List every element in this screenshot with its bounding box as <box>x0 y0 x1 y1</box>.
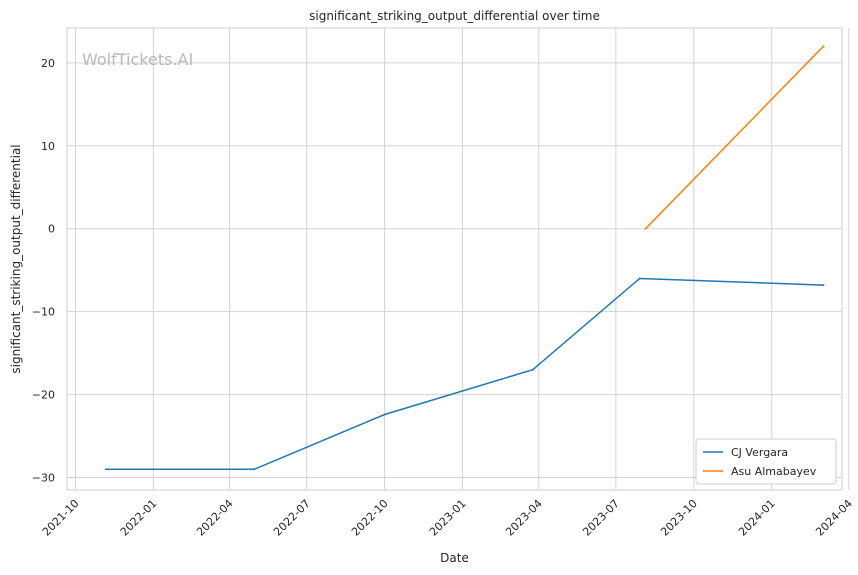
plot-area <box>66 27 843 491</box>
y-tick-label: −30 <box>32 472 55 485</box>
x-tick-label: 2022-07 <box>271 497 313 539</box>
series-line <box>644 45 825 230</box>
data-point <box>638 277 641 280</box>
data-point <box>822 284 825 287</box>
x-tick-label: 2023-01 <box>427 497 469 539</box>
watermark: WolfTickets.AI <box>82 50 193 69</box>
x-tick-label: 2023-04 <box>503 497 545 539</box>
x-tick-label: 2024-04 <box>813 497 855 539</box>
x-tick-label: 2024-01 <box>736 497 778 539</box>
x-tick-label: 2022-04 <box>194 497 236 539</box>
grid <box>67 28 850 490</box>
data-point <box>253 468 256 471</box>
data-point <box>644 227 647 230</box>
x-tick-label: 2022-01 <box>118 497 160 539</box>
chart-title: significant_striking_output_differential… <box>309 9 600 23</box>
data-point <box>383 413 386 416</box>
data-point <box>822 45 825 48</box>
y-tick-label: −10 <box>32 306 55 319</box>
x-tick-label: 2021-10 <box>40 497 82 539</box>
data-point <box>105 468 107 471</box>
legend-label: CJ Vergara <box>731 446 788 459</box>
series-line <box>105 277 825 471</box>
legend: CJ Vergara Asu Almabayev <box>695 438 837 485</box>
y-tick-label: 0 <box>48 223 55 236</box>
x-tick-label: 2022-10 <box>349 497 391 539</box>
x-tick-label: 2023-10 <box>658 497 700 539</box>
y-tick-label: 20 <box>41 57 55 70</box>
y-tick-label: −20 <box>32 389 55 402</box>
y-tick-label: 10 <box>41 140 55 153</box>
x-axis-title: Date <box>440 551 469 565</box>
legend-label: Asu Almabayev <box>731 465 817 478</box>
x-tick-label: 2023-07 <box>580 497 622 539</box>
y-axis-title: significant_striking_output_differential <box>9 144 23 373</box>
legend-box <box>695 438 837 485</box>
series-lines <box>105 45 825 471</box>
data-point <box>531 368 534 371</box>
